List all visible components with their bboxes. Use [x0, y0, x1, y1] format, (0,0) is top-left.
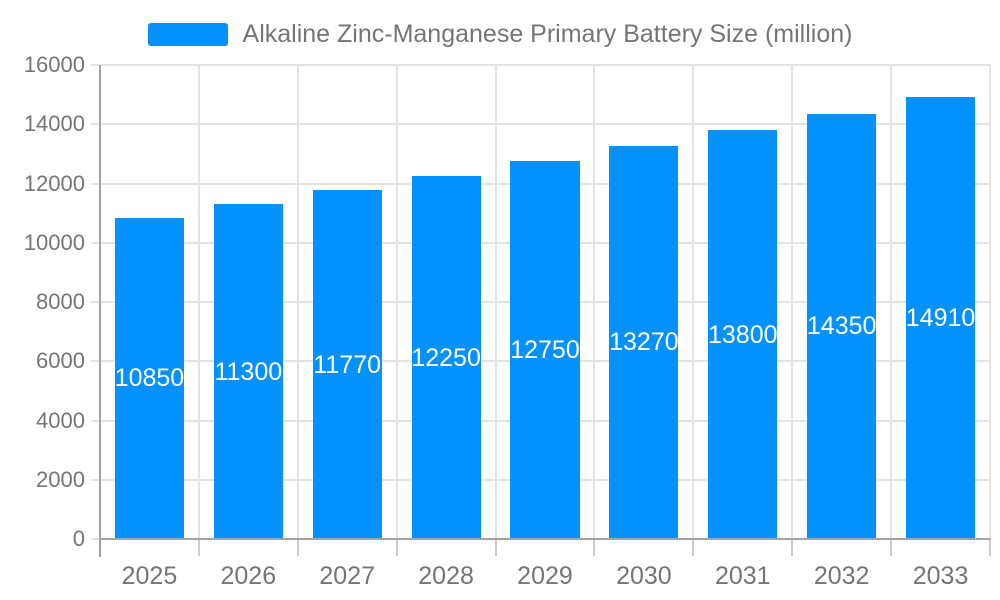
legend-swatch	[147, 22, 228, 46]
x-tick-label: 2025	[121, 562, 178, 590]
bar-value-label: 11300	[214, 357, 283, 386]
v-gridline	[395, 65, 398, 539]
bar-value-label: 13800	[708, 320, 778, 349]
y-tick-label: 14000	[23, 111, 85, 137]
y-axis-tick	[91, 123, 100, 126]
y-tick-label: 0	[72, 526, 85, 551]
x-axis-tick	[395, 539, 398, 556]
x-axis-tick	[989, 539, 991, 556]
y-tick-label: 4000	[36, 407, 85, 433]
v-gridline	[197, 65, 200, 539]
v-gridline	[692, 65, 695, 539]
y-axis-tick	[91, 64, 100, 66]
plot-area: 0 2000 4000 6000 8000 10000 12000 14000 16000 108…	[24, 52, 991, 590]
x-axis-tick	[791, 539, 794, 556]
y-axis-tick	[91, 182, 100, 185]
y-axis-tick	[91, 241, 100, 244]
x-tick-label: 2026	[220, 562, 277, 590]
legend[interactable]: Alkaline Zinc-Manganese Primary Battery …	[0, 20, 1000, 48]
bar[interactable]	[708, 130, 778, 539]
bar-value-label: 12750	[510, 336, 580, 365]
x-tick-label: 2030	[616, 562, 672, 590]
bar-value-label: 10850	[114, 364, 185, 393]
y-tick-label: 8000	[36, 289, 85, 314]
x-tick-label: 2033	[912, 562, 969, 590]
bar[interactable]	[807, 113, 877, 539]
y-tick-label: 10000	[23, 229, 85, 255]
x-tick-label: 2029	[517, 562, 573, 590]
x-tick-label: 2027	[319, 562, 376, 590]
y-tick-label: 12000	[23, 170, 85, 196]
bar[interactable]	[213, 204, 283, 539]
y-axis-tick	[91, 419, 100, 422]
y-tick-label: 2000	[36, 466, 85, 492]
bar[interactable]	[411, 176, 481, 539]
x-tick-label: 2032	[813, 562, 870, 590]
x-axis-line	[99, 538, 991, 540]
v-gridline	[593, 65, 596, 539]
v-gridline	[989, 65, 991, 539]
x-tick-label: 2028	[418, 562, 474, 590]
x-axis-tick	[890, 539, 893, 556]
bar-value-label: 11770	[313, 350, 382, 379]
y-axis-tick	[91, 538, 100, 540]
x-axis-tick	[296, 539, 299, 556]
v-gridline	[494, 65, 497, 539]
v-gridline	[890, 65, 893, 539]
x-axis-tick	[197, 539, 200, 556]
v-gridline	[296, 65, 299, 539]
y-tick-label: 6000	[36, 348, 85, 374]
x-axis-tick	[692, 539, 695, 556]
bar[interactable]	[312, 190, 382, 539]
y-axis-line	[99, 65, 101, 557]
y-axis-tick	[91, 301, 100, 303]
y-tick-label: 16000	[23, 52, 85, 77]
x-axis-tick	[593, 539, 596, 556]
legend-label: Alkaline Zinc-Manganese Primary Battery …	[242, 20, 853, 48]
v-gridline	[791, 65, 794, 539]
x-axis-tick	[494, 539, 497, 556]
bar-value-label: 14350	[806, 312, 877, 341]
bar-value-label: 12250	[411, 343, 481, 372]
bar-value-label: 13270	[609, 328, 679, 357]
x-tick-label: 2031	[714, 562, 771, 590]
bar-value-label: 14910	[905, 304, 976, 333]
bar[interactable]	[114, 217, 185, 539]
bar[interactable]	[510, 161, 580, 539]
y-axis-tick	[91, 360, 100, 363]
h-gridline	[100, 64, 990, 66]
h-gridline	[100, 123, 990, 126]
y-axis-tick	[91, 478, 100, 481]
bar[interactable]	[609, 145, 679, 539]
bar[interactable]	[905, 97, 976, 539]
